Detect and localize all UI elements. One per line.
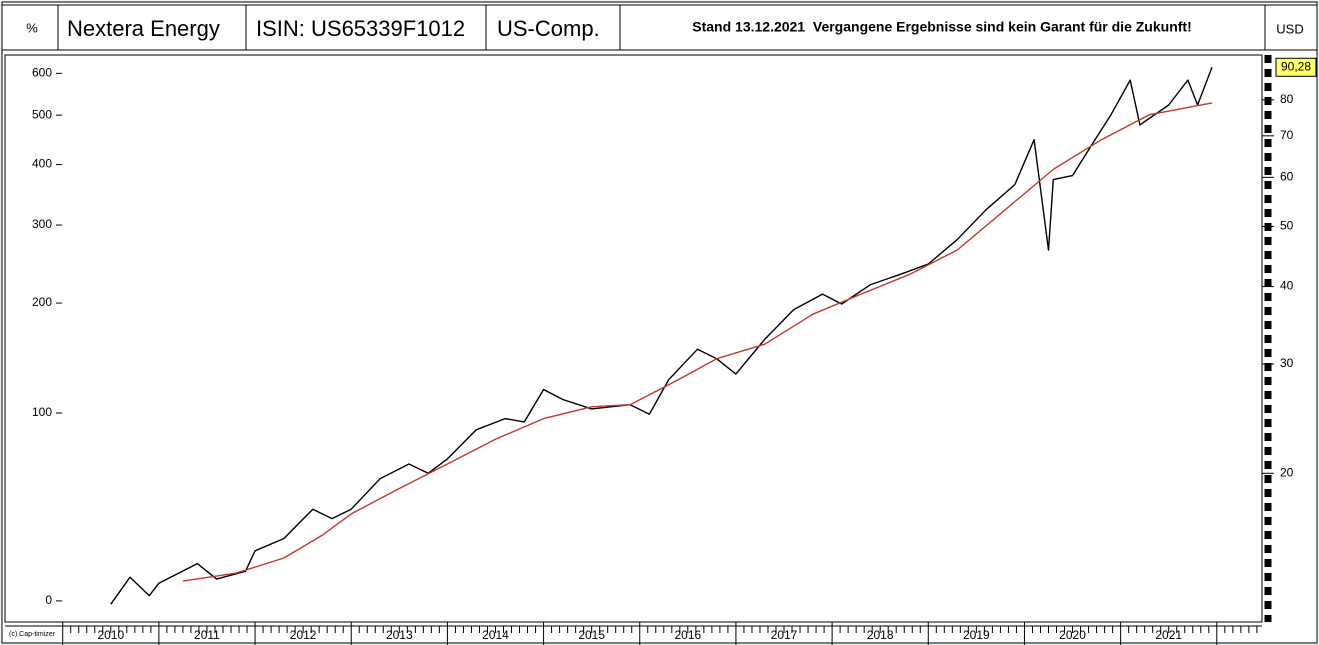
x-tick-label: 2018 (867, 628, 894, 642)
x-tick-label: 2011 (194, 628, 220, 642)
isin: ISIN: US65339F1012 (256, 16, 465, 41)
series-line (110, 67, 1213, 605)
market: US-Comp. (497, 16, 600, 41)
x-tick-label: 2010 (97, 628, 124, 642)
x-tick-label: 2014 (482, 628, 509, 642)
copyright: (c) Cap-timizer (9, 631, 56, 638)
left-unit: % (26, 20, 38, 35)
y2-tick-label: 70 (1280, 128, 1294, 142)
y2-tick-label: 40 (1280, 279, 1294, 293)
header-box (485, 4, 621, 51)
x-tick-label: 2013 (386, 628, 413, 642)
y-tick-label: 100 (32, 405, 52, 419)
series-line (182, 102, 1213, 582)
header-box (57, 4, 247, 51)
x-tick-label: 2015 (578, 628, 605, 642)
last-price-box (1275, 57, 1317, 77)
stock-name: Nextera Energy (67, 16, 220, 41)
y2-tick-label: 50 (1280, 219, 1294, 233)
y2-tick-label: 20 (1280, 465, 1294, 479)
x-tick-label: 2020 (1059, 628, 1086, 642)
x-tick-label: 2012 (290, 628, 317, 642)
header-box (1, 4, 59, 51)
y2-tick-label: 80 (1280, 92, 1294, 106)
y-tick-label: 0 (45, 593, 52, 607)
last-price-label: 90,28 (1281, 59, 1311, 73)
y-tick-label: 300 (32, 217, 52, 231)
y-tick-label: 500 (32, 107, 52, 121)
x-tick-label: 2017 (771, 628, 798, 642)
x-tick-label: 2016 (674, 628, 701, 642)
plot-area (4, 54, 1263, 623)
y2-tick-label: 30 (1280, 356, 1294, 370)
y2-tick-label: 60 (1280, 170, 1294, 184)
y-tick-label: 200 (32, 295, 52, 309)
header-box (1264, 4, 1318, 51)
note: Stand 13.12.2021 Vergangene Ergebnisse s… (692, 19, 1191, 35)
header-box (245, 4, 487, 51)
y-tick-label: 400 (32, 157, 52, 171)
x-tick-label: 2021 (1155, 628, 1182, 642)
right-unit: USD (1276, 21, 1303, 36)
x-tick-label: 2019 (963, 628, 990, 642)
y-tick-label: 600 (32, 66, 52, 80)
header-box (619, 4, 1266, 51)
